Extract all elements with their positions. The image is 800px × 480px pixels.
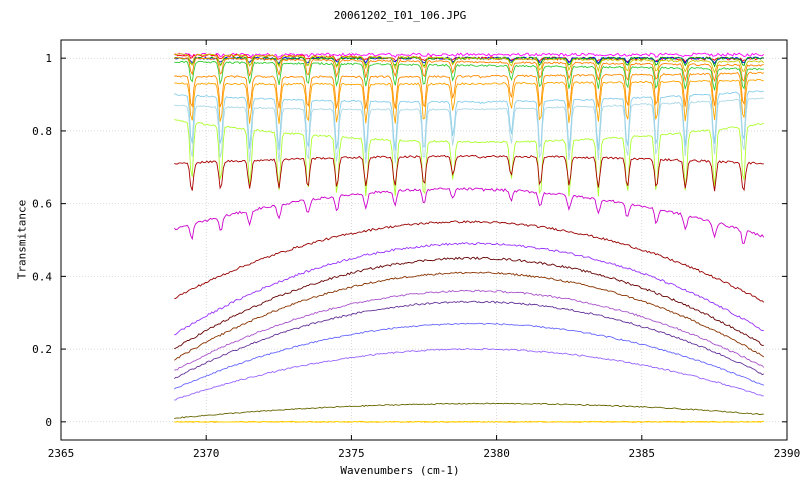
series-line: [174, 57, 764, 83]
x-axis-label: Wavenumbers (cm-1): [340, 464, 460, 477]
series-line: [174, 271, 765, 361]
series-line: [174, 118, 765, 197]
series-line: [173, 187, 765, 244]
series-line: [174, 71, 765, 109]
y-tick-label: 0.6: [32, 198, 52, 211]
y-tick-label: 0.8: [32, 125, 52, 138]
series-line: [174, 242, 764, 336]
y-tick-label: 1: [45, 52, 52, 65]
series-line: [174, 60, 764, 91]
x-tick-label: 2365: [48, 447, 75, 460]
axis-ticks: 2365 2370 2375 2380 2385 2390 0 0.2 0.4 0.6 0.8 1: [32, 40, 800, 460]
plot-frame: [60, 39, 788, 441]
y-tick-label: 0: [45, 416, 52, 429]
series-line: [174, 90, 764, 153]
series-layer: [173, 52, 765, 423]
x-tick-label: 2380: [483, 447, 510, 460]
x-tick-label: 2385: [629, 447, 656, 460]
grid: [60, 40, 788, 440]
x-tick-label: 2370: [193, 447, 220, 460]
series-line: [174, 256, 764, 350]
y-tick-label: 0.2: [32, 343, 52, 356]
chart-title: 20061202_I01_106.JPG: [333, 9, 467, 22]
series-line: [174, 78, 764, 124]
x-tick-label: 2375: [338, 447, 365, 460]
y-tick-label: 0.4: [32, 270, 52, 283]
series-line: [174, 300, 764, 379]
series-line: [174, 220, 765, 303]
series-line: [174, 421, 764, 423]
series-line: [174, 402, 764, 420]
series-line: [174, 347, 764, 401]
series-line: [174, 322, 765, 390]
series-line: [174, 289, 765, 371]
x-tick-label: 2390: [774, 447, 800, 460]
series-line: [174, 56, 764, 68]
series-line: [174, 53, 765, 74]
series-line: [174, 154, 764, 192]
series-line: [174, 97, 764, 164]
